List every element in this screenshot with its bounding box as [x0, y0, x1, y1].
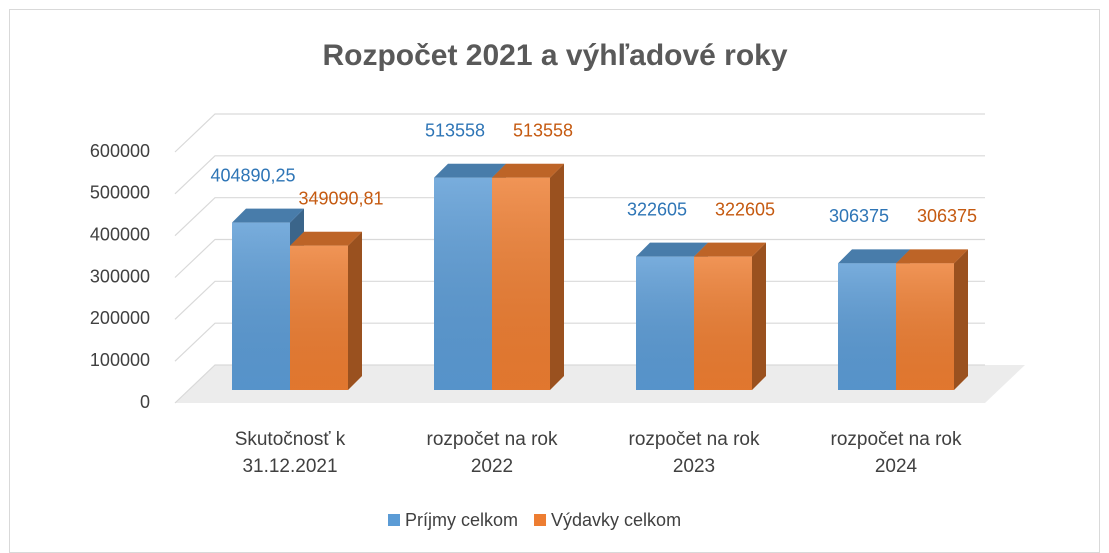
data-label: 513558: [513, 120, 573, 140]
bar-top-shade: [636, 242, 708, 257]
y-tick-label: 600000: [90, 141, 150, 161]
x-tick-label: Skutočnosť k 31.12.2021: [234, 429, 346, 477]
legend-swatch: [388, 514, 400, 526]
bar-top-shade: [232, 208, 304, 223]
grid-line: [174, 155, 985, 195]
bar-top-shade: [694, 242, 766, 257]
data-label: 349090,81: [298, 188, 383, 208]
legend-label: Príjmy celkom: [405, 510, 518, 530]
bar-side: [954, 249, 968, 390]
floor: [175, 365, 1025, 403]
legend-label: Výdavky celkom: [551, 510, 681, 530]
bar-top: [290, 231, 362, 246]
bar-side-shade: [348, 231, 362, 390]
grid-line: [174, 197, 985, 237]
y-tick-label: 0: [140, 392, 150, 412]
legend-swatch: [534, 514, 547, 526]
y-tick-label: 400000: [90, 224, 150, 244]
data-label: 306375: [917, 206, 977, 226]
grid-line: [174, 238, 985, 278]
bar-top: [896, 249, 968, 264]
bar-top: [232, 208, 304, 223]
y-tick-label: 500000: [90, 183, 150, 203]
bar-top: [434, 163, 506, 178]
bar-sheen: [896, 263, 954, 390]
data-label: 404890,25: [210, 165, 295, 185]
bar-side: [348, 231, 362, 390]
bar-side-shade: [954, 249, 968, 390]
data-label: 322605: [627, 199, 687, 219]
data-label: 306375: [829, 206, 889, 226]
bar-sheen: [636, 256, 694, 390]
y-tick-label: 200000: [90, 308, 150, 328]
bar-top-shade: [290, 231, 362, 246]
data-label: 513558: [425, 120, 485, 140]
x-tick-label: rozpočet na rok 2023: [628, 429, 760, 477]
bar-sheen: [232, 222, 290, 390]
bar-sheen: [694, 256, 752, 390]
grid-line: [174, 113, 985, 153]
data-label: 322605: [715, 199, 775, 219]
bar-top: [636, 242, 708, 257]
bar-top: [492, 163, 564, 178]
bar-side-shade: [752, 242, 766, 390]
bar-sheen: [434, 177, 492, 390]
x-tick-label: rozpočet na rok 2024: [830, 429, 962, 477]
bar-side-shade: [550, 163, 564, 390]
y-tick-label: 100000: [90, 350, 150, 370]
x-tick-label: rozpočet na rok 2022: [426, 429, 558, 477]
bar-sheen: [290, 245, 348, 390]
bar-top: [694, 242, 766, 257]
y-tick-label: 300000: [90, 266, 150, 286]
bar-top-shade: [434, 163, 506, 178]
chart-title: Rozpočet 2021 a výhľadové roky: [322, 39, 787, 72]
bar-sheen: [492, 177, 550, 390]
bar-top-shade: [896, 249, 968, 264]
bar-top-shade: [838, 249, 910, 264]
bar-top-shade: [492, 163, 564, 178]
bar-top: [838, 249, 910, 264]
bar-side: [752, 242, 766, 390]
bar-side: [550, 163, 564, 390]
bar-sheen: [838, 263, 896, 390]
